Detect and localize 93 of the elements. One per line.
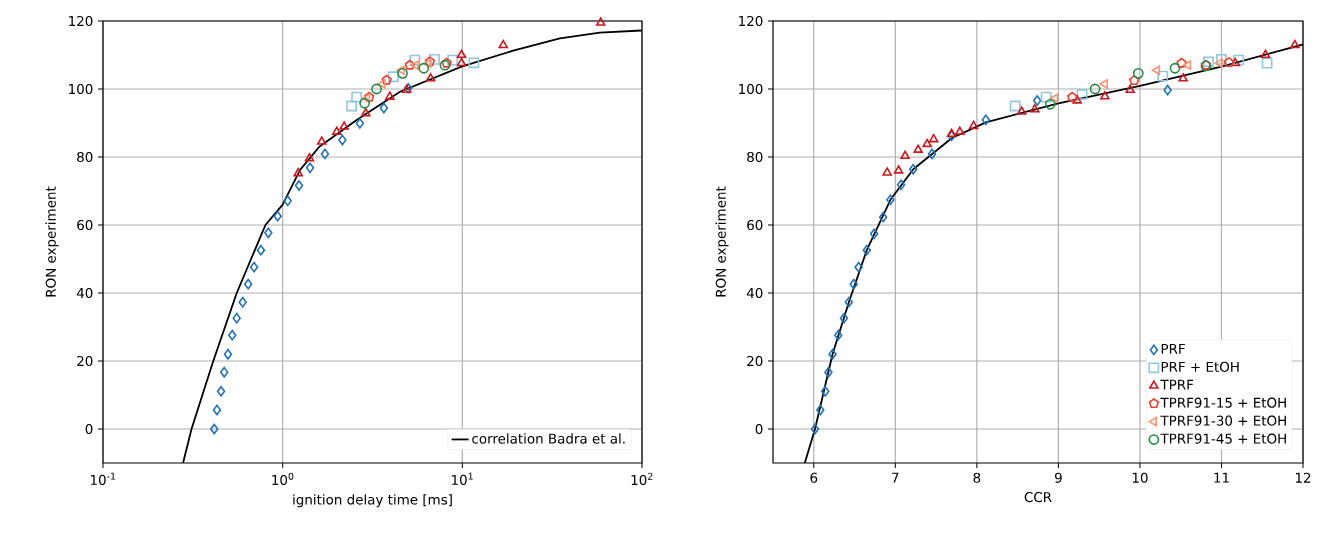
x-tick-label: 6 (810, 472, 818, 483)
point (1169, 62, 1181, 74)
point (927, 148, 937, 160)
y-axis-title: RON experiment (45, 186, 59, 297)
point (833, 329, 843, 341)
y-tick-label: 60 (747, 219, 763, 231)
point (849, 278, 858, 290)
point (1016, 106, 1027, 115)
point (839, 312, 849, 324)
y-tick-label: 0 (755, 423, 763, 435)
point (913, 144, 923, 153)
point (820, 385, 830, 397)
x-tick-label: 11 (1214, 472, 1229, 483)
point (1009, 100, 1021, 112)
point (1032, 95, 1042, 106)
point (1182, 60, 1192, 70)
x-tick-label: 7 (892, 472, 899, 483)
point (1157, 70, 1169, 82)
point (854, 261, 863, 273)
x-tick-label: 10$^{2}$ (631, 472, 653, 486)
point (900, 150, 910, 160)
point (1216, 54, 1227, 65)
point (896, 179, 906, 191)
point (882, 167, 892, 176)
x-axis-title: ignition delay time [ms] (293, 494, 452, 508)
legend-label: PRF + EtOH (1161, 361, 1239, 372)
point (1163, 84, 1172, 96)
point (1076, 89, 1088, 100)
x-tick-label: 8 (973, 472, 981, 483)
x-tick-label: 10$^{-1}$ (90, 472, 116, 485)
point (878, 211, 888, 223)
point (946, 128, 957, 137)
point (862, 244, 872, 256)
y-tick-label: 40 (76, 287, 93, 299)
point (869, 228, 879, 240)
point (1029, 104, 1040, 113)
x-tick-label: 12 (1295, 472, 1311, 483)
point (1223, 57, 1234, 67)
point (1049, 93, 1059, 103)
legend-label: correlation Badra et al. (472, 433, 625, 444)
point (1067, 91, 1078, 102)
point (1178, 73, 1188, 82)
point (1125, 84, 1135, 94)
legend-label: TPRF91-30 + EtOH (1160, 415, 1286, 426)
point (893, 165, 904, 174)
point (968, 120, 979, 130)
x-tick-label: 9 (1054, 472, 1062, 483)
point (810, 423, 820, 435)
x-tick-label: 10$^{0}$ (272, 472, 294, 486)
point (922, 138, 932, 148)
point (928, 133, 939, 143)
point (1214, 58, 1223, 68)
point (1132, 67, 1144, 79)
y-tick-label: 80 (77, 151, 93, 163)
point (1261, 57, 1273, 69)
legend-label: TPRF91-15 + EtOH (1160, 397, 1286, 408)
point (1151, 65, 1161, 76)
legend-label: TPRF91-45 + EtOH (1160, 433, 1286, 444)
point (824, 366, 833, 378)
point (1260, 49, 1271, 59)
x-axis-title: CCR (1024, 492, 1052, 503)
y-tick-label: 0 (85, 423, 93, 435)
y-tick-label: 120 (69, 15, 93, 27)
y-axis-title: RON experiment (715, 186, 729, 297)
point (1176, 57, 1187, 68)
y-tick-label: 20 (747, 355, 763, 367)
point (1290, 39, 1300, 49)
point (1099, 79, 1108, 89)
point (1089, 83, 1101, 95)
point (909, 163, 918, 175)
point (1044, 98, 1056, 110)
y-tick-label: 20 (77, 355, 93, 367)
point (1100, 91, 1110, 100)
legend-label: TPRF (1160, 379, 1194, 390)
point (844, 296, 854, 308)
point (954, 126, 965, 135)
point (1129, 75, 1140, 86)
x-tick-label: 10$^{1}$ (452, 472, 473, 485)
point (816, 404, 825, 416)
point (1040, 91, 1052, 103)
point (828, 348, 837, 360)
y-tick-label: 100 (69, 83, 93, 95)
legend-label: PRF (1161, 343, 1185, 354)
point (1072, 95, 1082, 104)
y-tick-label: 100 (739, 83, 763, 95)
y-tick-label: 60 (77, 219, 93, 231)
y-tick-label: 40 (746, 287, 763, 299)
y-tick-label: 80 (747, 151, 763, 163)
point (947, 130, 956, 142)
x-tick-label: 10 (1132, 472, 1148, 483)
point (886, 194, 895, 206)
point (981, 114, 991, 126)
y-tick-label: 120 (739, 15, 763, 27)
